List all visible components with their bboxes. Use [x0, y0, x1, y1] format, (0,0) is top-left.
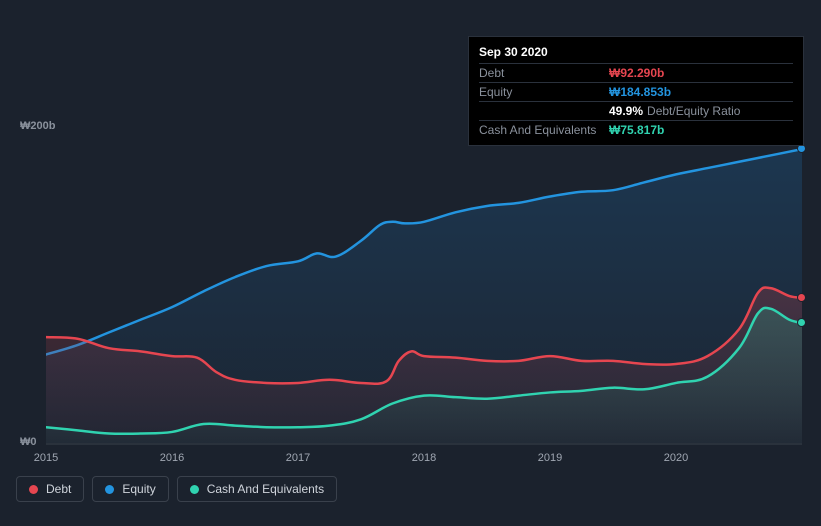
- legend-label: Equity: [122, 482, 155, 496]
- legend-item-debt[interactable]: Debt: [16, 476, 84, 502]
- tooltip-row: Cash And Equivalents₩75.817b: [479, 120, 793, 139]
- plot-svg: [46, 127, 802, 443]
- x-axis: 201520162017201820192020: [46, 450, 802, 470]
- y-tick-label: ₩0: [20, 436, 37, 448]
- tooltip-row-value: ₩92.290b: [609, 66, 664, 80]
- tooltip-row-label: Equity: [479, 85, 609, 99]
- tooltip-row: Debt₩92.290b: [479, 63, 793, 82]
- cash-end-marker: [797, 318, 806, 327]
- debt-end-marker: [797, 293, 806, 302]
- tooltip-date: Sep 30 2020: [479, 43, 793, 63]
- legend-label: Cash And Equivalents: [207, 482, 324, 496]
- legend-label: Debt: [46, 482, 71, 496]
- x-tick-label: 2015: [34, 452, 58, 464]
- tooltip-row-label: Debt: [479, 66, 609, 80]
- chart-tooltip: Sep 30 2020 Debt₩92.290bEquity₩184.853b4…: [468, 36, 804, 146]
- tooltip-row-label: Cash And Equivalents: [479, 123, 609, 137]
- legend: Debt Equity Cash And Equivalents: [16, 476, 337, 502]
- legend-item-cash[interactable]: Cash And Equivalents: [177, 476, 337, 502]
- legend-item-equity[interactable]: Equity: [92, 476, 168, 502]
- tooltip-row: 49.9%Debt/Equity Ratio: [479, 101, 793, 120]
- legend-dot-icon: [105, 485, 114, 494]
- tooltip-row-value: ₩184.853b: [609, 85, 671, 99]
- tooltip-row-label: [479, 104, 609, 118]
- tooltip-row-value: 49.9%Debt/Equity Ratio: [609, 104, 740, 118]
- chart-container: Sep 30 2020 Debt₩92.290bEquity₩184.853b4…: [0, 0, 821, 526]
- tooltip-row-value: ₩75.817b: [609, 123, 664, 137]
- plot-area[interactable]: [46, 127, 802, 443]
- x-tick-label: 2016: [160, 452, 184, 464]
- x-tick-label: 2019: [538, 452, 562, 464]
- x-tick-label: 2020: [664, 452, 688, 464]
- legend-dot-icon: [190, 485, 199, 494]
- tooltip-row-suffix: Debt/Equity Ratio: [647, 104, 740, 118]
- x-tick-label: 2018: [412, 452, 436, 464]
- tooltip-rows: Debt₩92.290bEquity₩184.853b49.9%Debt/Equ…: [479, 63, 793, 139]
- legend-dot-icon: [29, 485, 38, 494]
- x-tick-label: 2017: [286, 452, 310, 464]
- tooltip-row: Equity₩184.853b: [479, 82, 793, 101]
